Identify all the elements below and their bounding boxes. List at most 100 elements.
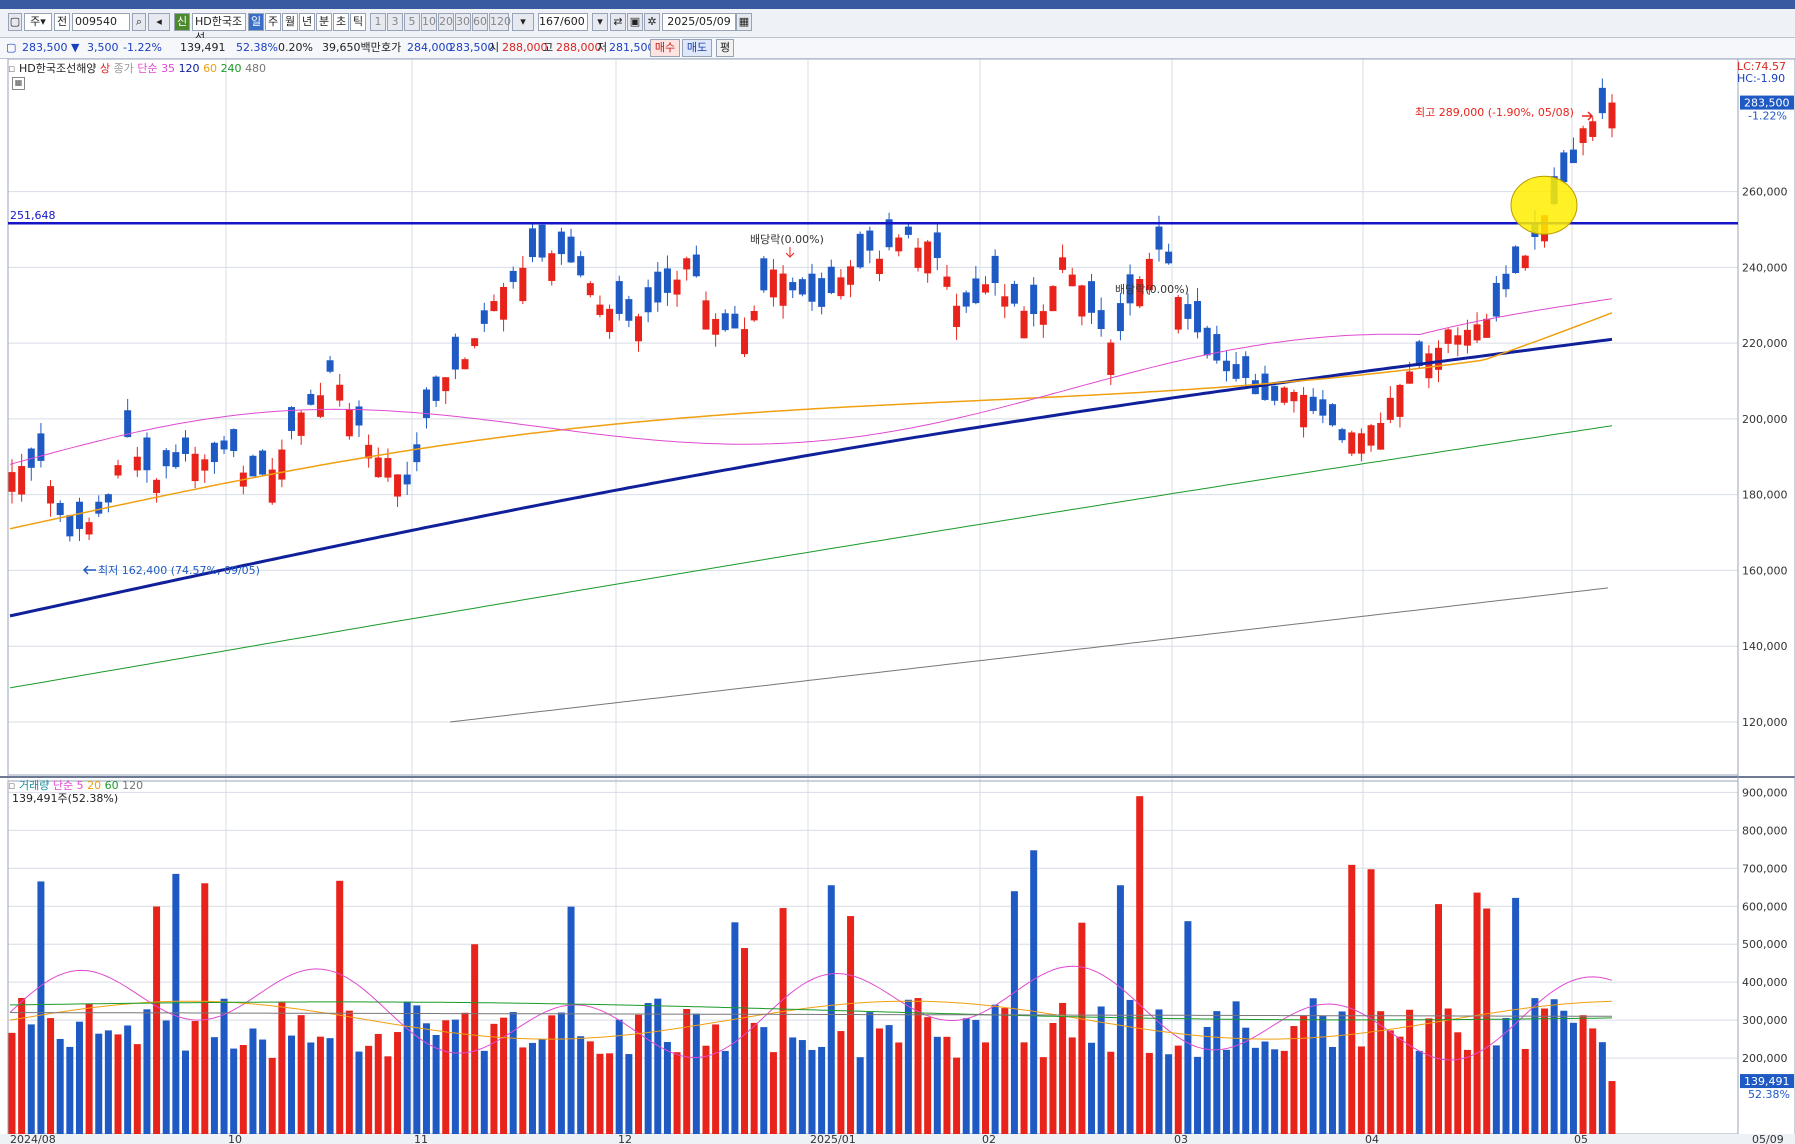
trade-amount: 39,650백만	[322, 41, 381, 54]
num-20[interactable]: 20	[438, 13, 454, 31]
candle	[1184, 304, 1192, 319]
volume-bar	[721, 1050, 729, 1134]
candle	[606, 308, 614, 333]
num-3[interactable]: 3	[387, 13, 403, 31]
compare-icon[interactable]: ⇄	[610, 13, 626, 31]
save-icon[interactable]: ▣	[627, 13, 643, 31]
candle	[663, 268, 671, 293]
time-axis-label: 04	[1365, 1133, 1379, 1144]
num-10[interactable]: 10	[421, 13, 437, 31]
candle	[1222, 360, 1230, 372]
vol-ma20-line	[9, 1000, 1613, 1040]
candle	[355, 406, 363, 426]
gear-icon[interactable]: ✲	[644, 13, 660, 31]
candle	[451, 336, 459, 370]
num-5[interactable]: 5	[404, 13, 420, 31]
sell-button[interactable]: 매도	[682, 39, 712, 57]
candle	[548, 253, 556, 281]
candle	[750, 310, 758, 321]
volume-bar	[1435, 904, 1443, 1134]
ma35-line	[9, 298, 1613, 465]
grid-toggle-icon[interactable]: ▦	[12, 77, 25, 90]
volume-bar	[1541, 1008, 1549, 1134]
layout-icon[interactable]: ▢	[8, 13, 22, 31]
candle	[104, 494, 112, 503]
count-input[interactable]: 167/600	[538, 13, 588, 31]
volume-bar	[1184, 921, 1192, 1134]
volume-bar	[528, 1042, 536, 1134]
candle	[1010, 283, 1018, 304]
price-axis-label: 200,000	[1742, 413, 1788, 426]
time-axis-label: 03	[1174, 1133, 1188, 1144]
volume-bar	[1569, 1022, 1577, 1134]
mode-select-b[interactable]: 전	[54, 13, 70, 31]
calendar-icon[interactable]: ▦	[736, 13, 752, 31]
volume-bar	[365, 1045, 373, 1134]
custom-period-select[interactable]: ▾	[512, 13, 534, 31]
code-input[interactable]: 009540	[72, 13, 130, 31]
volume-bar	[856, 1057, 864, 1134]
volume-bar	[981, 1042, 989, 1134]
volume-bar	[1377, 1011, 1385, 1134]
candle	[384, 458, 392, 478]
candle	[181, 437, 189, 454]
candle	[1232, 364, 1240, 379]
high-label: 고	[543, 41, 554, 54]
candle	[432, 376, 440, 401]
num-120[interactable]: 120	[489, 13, 511, 31]
num-1[interactable]: 1	[370, 13, 386, 31]
candle	[133, 456, 141, 471]
period-second[interactable]: 초	[333, 13, 349, 31]
period-minute[interactable]: 분	[316, 13, 332, 31]
candle	[779, 273, 787, 306]
volume-bar	[1232, 1001, 1240, 1134]
volume-bar	[1300, 1015, 1308, 1134]
legend-volume: 거래량	[18, 779, 50, 792]
period-week[interactable]: 주	[265, 13, 281, 31]
candle	[1174, 297, 1182, 330]
volume-bar	[1251, 1047, 1259, 1134]
current-price-value: 283,500	[22, 41, 68, 54]
volume-bar	[1165, 1054, 1173, 1134]
price-chart[interactable]: 120,000 140,000 160,000 180,000 200,000 220,0…	[0, 59, 1795, 1144]
candle	[1242, 356, 1250, 379]
volume-bar	[567, 906, 575, 1134]
candle	[201, 459, 209, 471]
mode-select-a[interactable]: 주▾	[24, 13, 52, 31]
search-icon[interactable]: ⌕	[132, 13, 146, 31]
volume-bar	[162, 1020, 170, 1134]
legend-ma120: 120	[178, 62, 200, 75]
volume-bar	[673, 1052, 681, 1134]
candle	[1136, 279, 1144, 307]
candle	[1502, 273, 1510, 290]
ma120-line	[9, 312, 1613, 530]
candle	[288, 407, 296, 431]
candle	[1213, 334, 1221, 361]
buy-button[interactable]: 매수	[650, 39, 680, 57]
candle	[924, 241, 932, 274]
speaker-icon[interactable]: ◂	[148, 13, 170, 31]
volume-bar	[1107, 1051, 1115, 1134]
candle	[1271, 385, 1279, 401]
count-total: /600	[560, 15, 585, 28]
num-30[interactable]: 30	[455, 13, 471, 31]
candle	[365, 444, 373, 459]
period-day[interactable]: 일	[248, 13, 264, 31]
period-month[interactable]: 월	[282, 13, 298, 31]
eval-button[interactable]: 평	[716, 39, 734, 57]
candle	[8, 472, 16, 492]
volume-bar	[1502, 1017, 1510, 1134]
candle	[307, 393, 315, 405]
arrow-down-icon[interactable]: ▾	[592, 13, 608, 31]
volume-bar	[336, 880, 344, 1134]
candle	[635, 316, 643, 342]
candle	[172, 452, 180, 468]
period-year[interactable]: 년	[299, 13, 315, 31]
stock-name-field[interactable]: HD한국조선	[192, 13, 246, 44]
num-60[interactable]: 60	[472, 13, 488, 31]
low-label: 저	[597, 41, 608, 54]
candle	[712, 318, 720, 335]
volume-axis-label: 500,000	[1742, 938, 1788, 951]
date-input[interactable]: 2025/05/09	[662, 13, 736, 31]
period-tick[interactable]: 틱	[350, 13, 366, 31]
